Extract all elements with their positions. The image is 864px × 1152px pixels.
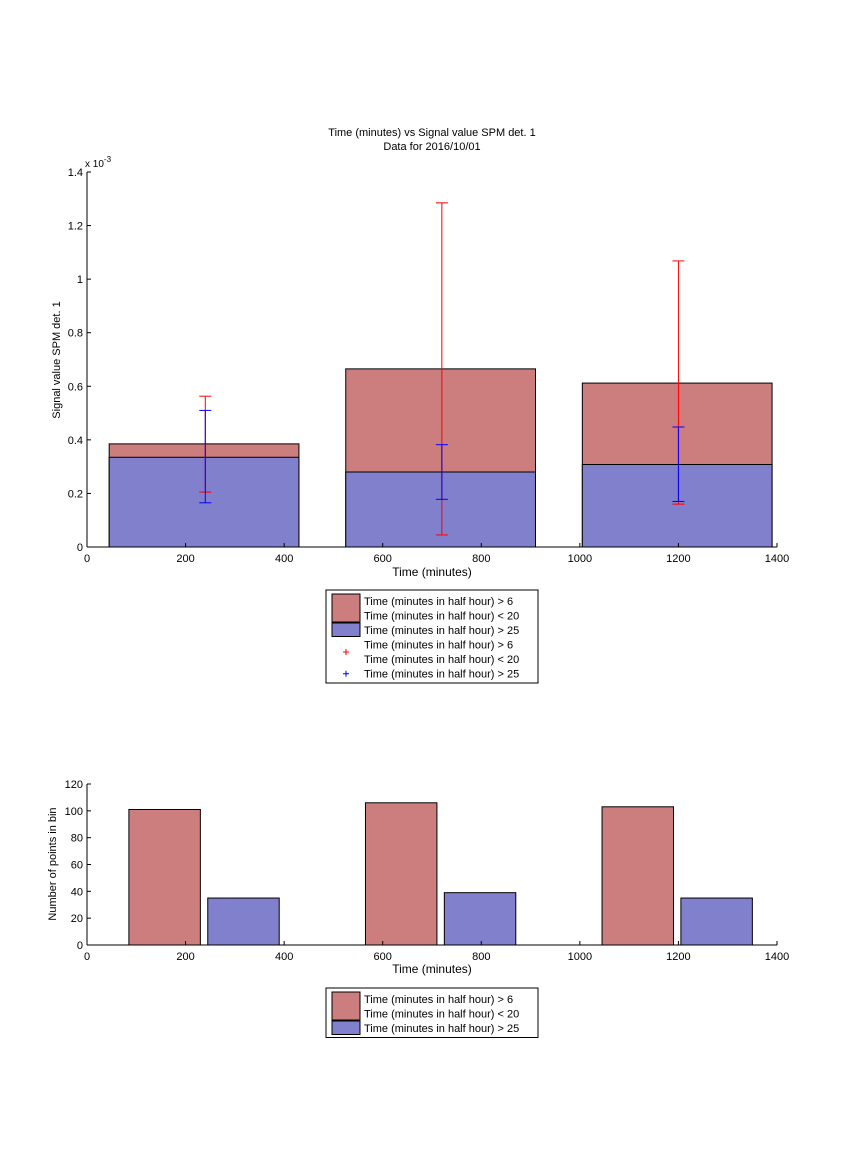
x-axis-label: Time (minutes): [392, 565, 472, 579]
legend-label: Time (minutes in half hour) > 6: [364, 640, 513, 652]
legend-label: Time (minutes in half hour) > 25: [364, 669, 519, 681]
chart-title: Time (minutes) vs Signal value SPM det. …: [328, 127, 535, 139]
blue-bar: [680, 897, 753, 946]
x-tick-label: 1000: [568, 951, 592, 963]
y-tick-label: 0.4: [68, 435, 83, 447]
y-tick-label: 0: [77, 542, 83, 554]
axes: [86, 172, 777, 548]
tick-labels: 0 200 400 600 800 1000 1200 1400 0 0.2 0.4 0.6 0.8 1 1…: [68, 167, 790, 565]
legend: Time (minutes in half hour) > 6 Time (min…: [325, 987, 539, 1038]
tick-labels: 0 200 400 600 800 1000 1200 1400 0 20 40 60 80 100 120: [65, 779, 790, 963]
red-bar: [364, 802, 438, 946]
blue-legend-swatch: [331, 622, 361, 637]
y-axis-label: Number of points in bin: [47, 807, 59, 920]
red-legend-swatch: [331, 991, 361, 1021]
y-tick-label: 120: [65, 779, 83, 791]
x-tick-label: 1200: [666, 553, 690, 565]
x-tick-label: 800: [472, 951, 490, 963]
blue-bar: [581, 464, 773, 548]
red-bar: [128, 808, 201, 946]
y-tick-label: 40: [71, 886, 83, 898]
legend-label: Time (minutes in half hour) > 25: [364, 625, 519, 637]
y-axis-label: Signal value SPM det. 1: [51, 301, 63, 418]
x-tick-label: 1200: [666, 951, 690, 963]
y-axis-exponent-power: -3: [104, 155, 112, 164]
blue-bar: [108, 456, 300, 548]
x-tick-label: 1400: [765, 951, 789, 963]
legend-box: [325, 987, 539, 1038]
red-legend-swatch: [331, 593, 361, 623]
y-tick-label: 1.2: [68, 221, 83, 233]
y-tick-label: 1: [77, 274, 83, 286]
y-tick-label: 0.8: [68, 328, 83, 340]
y-axis-exponent-base: x 10: [85, 159, 104, 170]
legend-label: Time (minutes in half hour) < 20: [364, 611, 519, 623]
legend-label: Time (minutes in half hour) > 6: [364, 596, 513, 608]
legend: Time (minutes in half hour) > 6 Time (min…: [325, 589, 539, 684]
x-tick-label: 200: [176, 553, 194, 565]
x-tick-label: 200: [176, 951, 194, 963]
blue-bar: [443, 892, 517, 946]
x-tick-label: 1000: [568, 553, 592, 565]
x-tick-label: 1400: [765, 553, 789, 565]
x-tick-label: 0: [84, 951, 90, 963]
bars: [128, 802, 753, 946]
x-tick-label: 800: [472, 553, 490, 565]
count-chart: 0 200 400 600 800 1000 1200 1400 0 20 40 60 80 100 120…: [47, 779, 789, 1038]
blue-legend-swatch: [331, 1020, 361, 1035]
y-axis-exponent: x 10-3: [85, 155, 112, 170]
y-tick-label: 0.2: [68, 488, 83, 500]
y-tick-label: 20: [71, 913, 83, 925]
x-tick-label: 400: [275, 553, 293, 565]
y-tick-label: 0.6: [68, 381, 83, 393]
bars: [108, 368, 773, 548]
x-tick-label: 600: [374, 951, 392, 963]
x-tick-label: 400: [275, 951, 293, 963]
y-tick-label: 100: [65, 806, 83, 818]
legend-box: [325, 589, 539, 684]
y-tick-label: 80: [71, 833, 83, 845]
legend-label: Time (minutes in half hour) < 20: [364, 654, 519, 666]
blue-bar: [207, 897, 280, 946]
signal-chart: Time (minutes) vs Signal value SPM det. …: [51, 127, 790, 684]
red-bar: [601, 806, 674, 946]
legend-label: Time (minutes in half hour) > 25: [364, 1023, 519, 1035]
x-axis-label: Time (minutes): [392, 962, 472, 976]
y-tick-label: 1.4: [68, 167, 83, 179]
x-tick-label: 0: [84, 553, 90, 565]
error-bars: [199, 202, 685, 536]
blue-bar: [345, 471, 536, 548]
y-tick-label: 0: [77, 940, 83, 952]
chart-subtitle: Data for 2016/10/01: [383, 141, 480, 153]
y-tick-label: 60: [71, 860, 83, 872]
legend-label: Time (minutes in half hour) > 6: [364, 994, 513, 1006]
x-tick-label: 600: [374, 553, 392, 565]
legend-label: Time (minutes in half hour) < 20: [364, 1009, 519, 1021]
